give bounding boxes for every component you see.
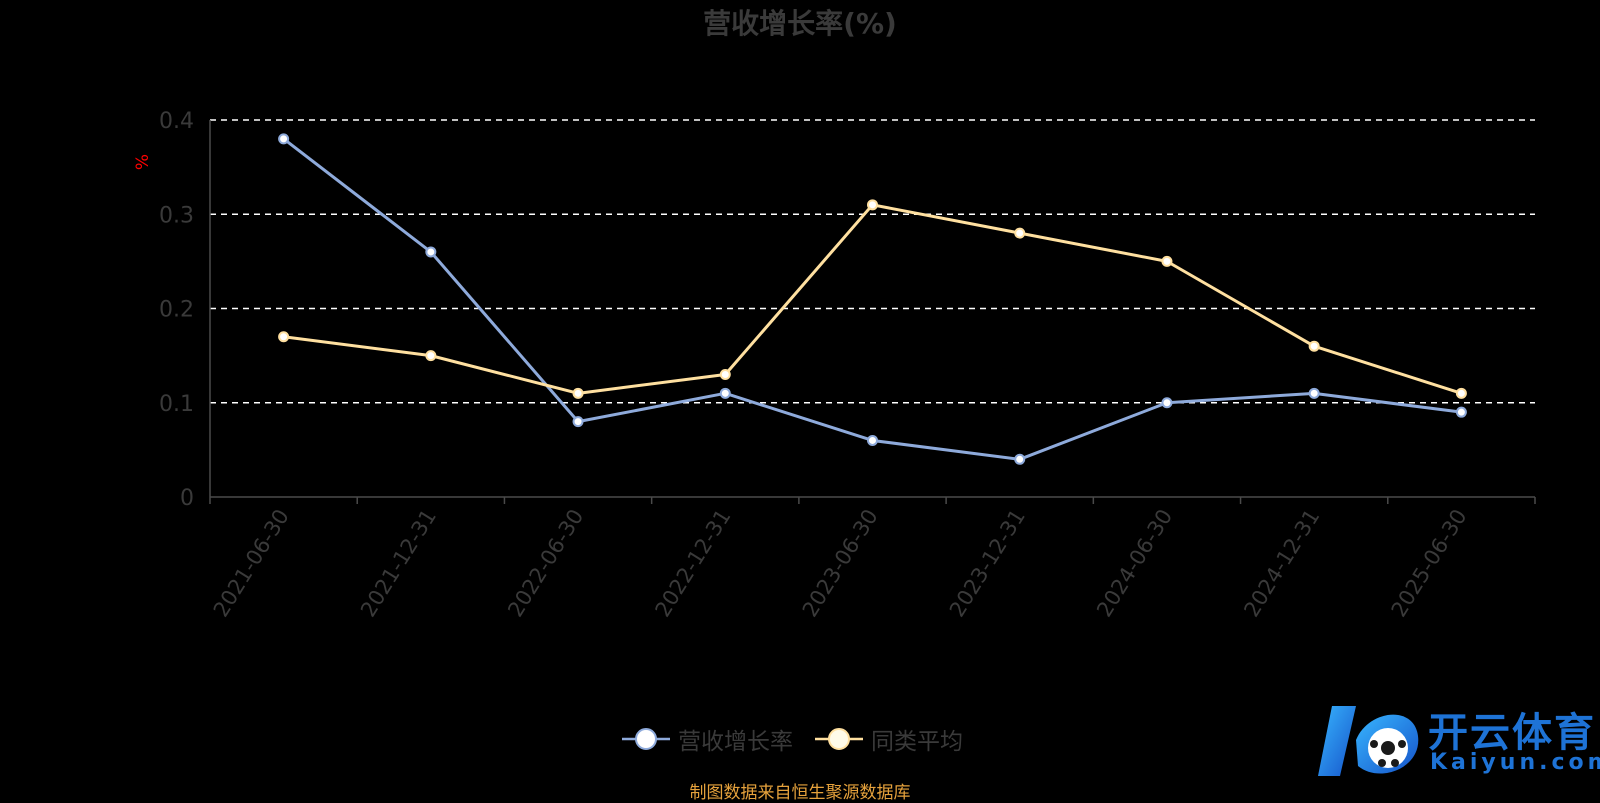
data-point-1-3 <box>719 368 731 380</box>
y-tick-label-3: 0.3 <box>159 203 194 228</box>
data-point-1-0 <box>278 331 290 343</box>
data-point-1-2 <box>572 387 584 399</box>
chart-title: 营收增长率(%) <box>703 7 897 40</box>
y-axis-label: % <box>133 154 153 170</box>
data-point-0-2 <box>572 416 584 428</box>
watermark-cn-text: 开云体育 <box>1428 710 1596 756</box>
data-point-0-6 <box>1161 397 1173 409</box>
series-line-0 <box>282 137 1462 461</box>
legend: 营收增长率 同类平均 <box>622 722 963 756</box>
y-tick-label-1: 0.1 <box>159 392 194 417</box>
data-point-1-6 <box>1161 255 1173 267</box>
data-point-1-5 <box>1014 227 1026 239</box>
data-point-1-7 <box>1308 340 1320 352</box>
data-point-1-8 <box>1455 387 1467 399</box>
data-point-0-0 <box>278 133 290 145</box>
data-point-0-7 <box>1308 387 1320 399</box>
x-tick-label-0: 2021-06-30 <box>209 505 294 621</box>
data-point-1-4 <box>867 199 878 211</box>
data-point-0-8 <box>1455 406 1467 418</box>
kaiyun-watermark-logo: 开云体育 Kaiyun.com <box>1318 700 1600 784</box>
legend-label-revenue-growth: 营收增长率 <box>678 729 793 755</box>
x-tick-label-3: 2022-12-31 <box>650 505 735 621</box>
data-source-note: 制图数据来自恒生聚源数据库 <box>689 783 911 803</box>
data-point-0-5 <box>1014 453 1026 465</box>
legend-marker-revenue-growth <box>622 728 670 750</box>
data-point-0-4 <box>867 434 878 446</box>
x-tick-label-2: 2022-06-30 <box>503 505 588 621</box>
data-point-1-1 <box>425 350 437 362</box>
watermark-en-text: Kaiyun.com <box>1430 750 1600 775</box>
x-tick-label-4: 2023-06-30 <box>798 505 883 621</box>
x-tick-label-7: 2024-12-31 <box>1239 505 1324 621</box>
x-tick-label-8: 2025-06-30 <box>1387 505 1472 621</box>
x-tick-label-1: 2021-12-31 <box>356 505 441 621</box>
kaiyun-logo-icon <box>1318 706 1419 776</box>
y-tick-label-4: 0.4 <box>159 109 194 134</box>
legend-marker-peer-average <box>815 728 863 750</box>
data-point-0-3 <box>719 387 731 399</box>
legend-item-revenue-growth[interactable]: 营收增长率 <box>622 722 793 756</box>
legend-label-peer-average: 同类平均 <box>871 729 963 755</box>
series-line-1 <box>283 203 1462 395</box>
y-tick-label-0: 0 <box>180 486 194 511</box>
x-tick-label-5: 2023-12-31 <box>945 505 1030 621</box>
legend-item-peer-average[interactable]: 同类平均 <box>815 722 963 756</box>
data-point-0-1 <box>425 246 437 258</box>
y-tick-label-2: 0.2 <box>159 298 194 323</box>
x-tick-label-6: 2024-06-30 <box>1092 505 1177 621</box>
